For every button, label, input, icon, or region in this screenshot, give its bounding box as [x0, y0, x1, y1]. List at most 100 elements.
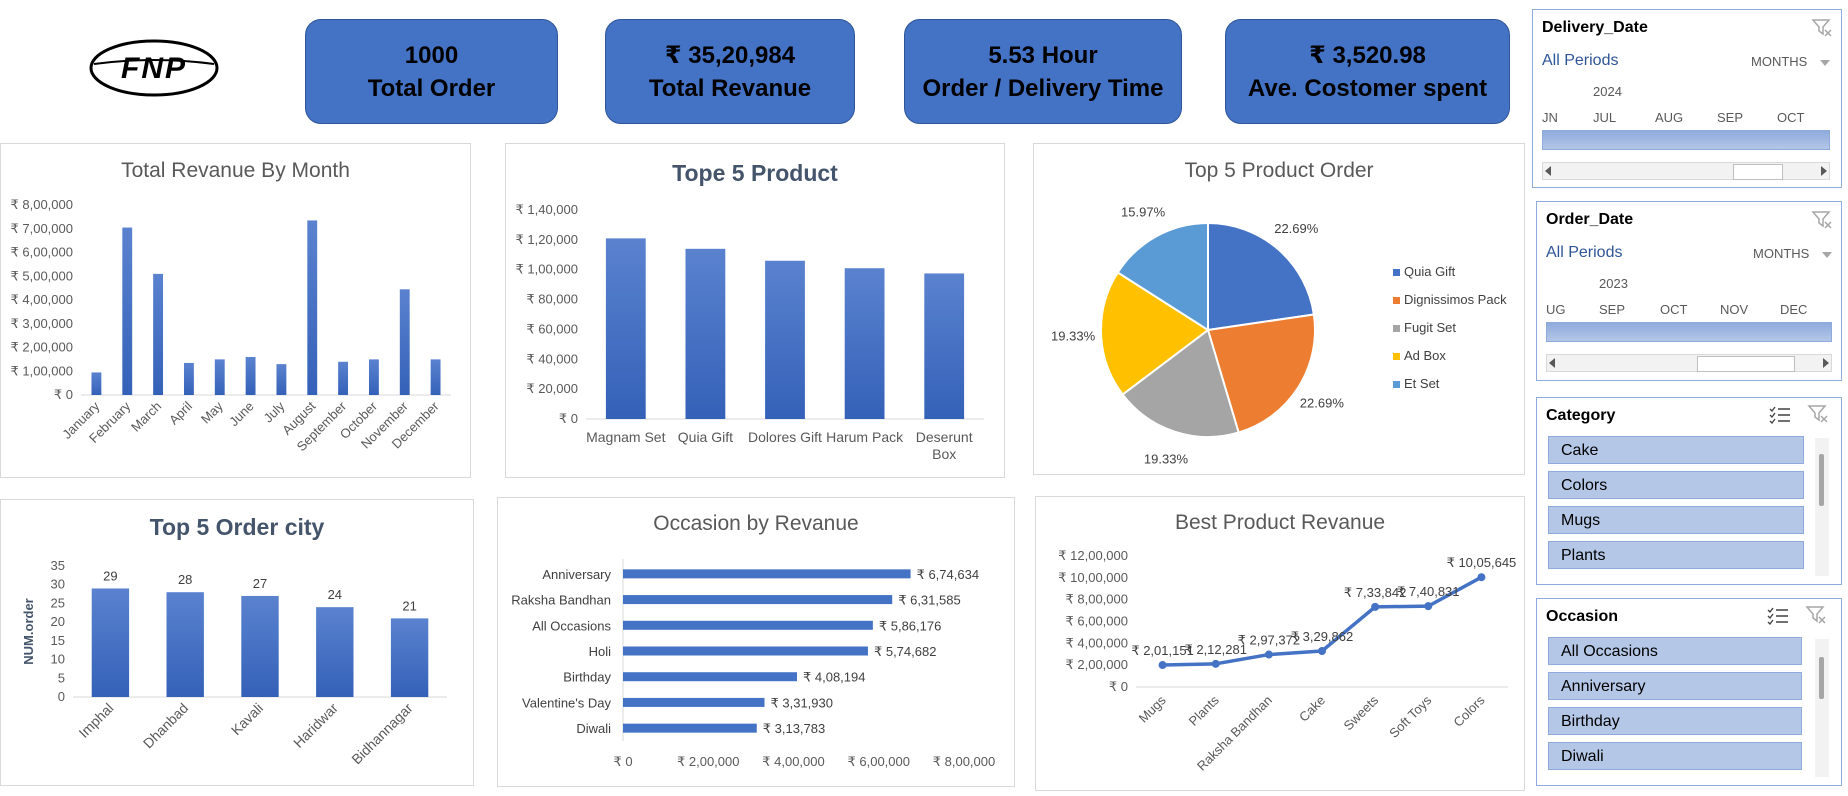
bar [153, 273, 164, 395]
scroll-thumb[interactable] [1697, 356, 1795, 372]
bar [844, 268, 885, 419]
pie-slice [1207, 221, 1316, 332]
kpi-total-revenue: ₹ 35,20,984 Total Revanue [605, 19, 855, 124]
scroll-left-icon[interactable] [1549, 358, 1555, 368]
scroll-left-icon[interactable] [1545, 166, 1551, 176]
top-5-product-chart: ₹ 0 ₹ 20,000 ₹ 40,000 ₹ 60,000 ₹ 80,000 ₹ 1,0… [516, 202, 984, 462]
legend-swatch [1393, 353, 1400, 360]
pie-slice [1100, 271, 1210, 396]
clear-filter-icon[interactable] [1807, 404, 1829, 424]
y-tick-label: 35 [51, 558, 65, 573]
kpi-delivery-time: 5.53 Hour Order / Delivery Time [904, 19, 1182, 124]
scroll-thumb[interactable] [1733, 164, 1783, 180]
chevron-down-icon[interactable] [1820, 60, 1830, 66]
clear-filter-icon[interactable] [1811, 210, 1833, 230]
delivery-date-unit[interactable]: MONTHS [1751, 54, 1808, 69]
y-tick-label: ₹ 5,00,000 [11, 268, 74, 283]
occasion-scrollbar[interactable] [1815, 639, 1829, 777]
delivery-date-all-periods[interactable]: All Periods [1542, 52, 1619, 69]
order-date-all-periods[interactable]: All Periods [1546, 244, 1623, 261]
x-tick-label: Soft Toys [1386, 692, 1435, 741]
scroll-right-icon[interactable] [1821, 166, 1827, 176]
occasion-item-all-occasions[interactable]: All Occasions [1548, 637, 1802, 665]
y-tick-label: ₹ 8,00,000 [1066, 592, 1129, 607]
y-tick-label: 0 [58, 689, 65, 704]
order-date-unit[interactable]: MONTHS [1753, 246, 1810, 261]
occasion-item-birthday[interactable]: Birthday [1548, 707, 1802, 735]
pie-slice [1116, 221, 1209, 332]
occasion-by-revenue-title: Occasion by Revanue [653, 512, 859, 535]
occasion-item-anniversary[interactable]: Anniversary [1548, 672, 1802, 700]
bar [399, 289, 410, 395]
bar [623, 595, 893, 605]
delivery-date-title: Delivery_Date [1542, 19, 1648, 36]
category-item-plants[interactable]: Plants [1548, 541, 1804, 569]
top-5-order-city-title: Top 5 Order city [149, 514, 325, 540]
bar [91, 372, 102, 395]
category-item-colors[interactable]: Colors [1548, 471, 1804, 499]
x-tick-label: Imphal [75, 700, 116, 741]
scroll-thumb[interactable] [1819, 454, 1824, 506]
occasion-slicer[interactable]: Occasion All Occasions Anniversary Birth… [1536, 598, 1842, 786]
pie-slice [1121, 328, 1240, 438]
bar [623, 646, 868, 656]
legend-swatch [1393, 381, 1400, 388]
occasion-item-diwali[interactable]: Diwali [1548, 742, 1802, 770]
x-tick-label: Dolores Gift [748, 429, 822, 445]
best-product-revenue-title: Best Product Revanue [1174, 511, 1386, 534]
data-label: ₹ 3,13,783 [763, 721, 826, 736]
kpi-delivery-time-label: Order / Delivery Time [922, 74, 1164, 102]
y-tick-label: Diwali [576, 721, 611, 736]
multi-select-icon[interactable] [1767, 607, 1789, 625]
x-tick-label: Quia Gift [678, 429, 733, 445]
category-item-mugs[interactable]: Mugs [1548, 506, 1804, 534]
chevron-down-icon[interactable] [1822, 252, 1832, 258]
x-tick-label: Haridwar [290, 700, 341, 751]
scroll-right-icon[interactable] [1823, 358, 1829, 368]
bar [316, 607, 354, 697]
y-tick-label: 15 [51, 633, 65, 648]
legend-label: Et Set [1404, 376, 1440, 391]
bar [91, 588, 130, 697]
fnp-logo: FNP [88, 38, 220, 98]
order-date-scrollbar[interactable] [1546, 354, 1832, 372]
kpi-delivery-time-value: 5.53 Hour [988, 41, 1098, 69]
logo-text: FNP [121, 52, 187, 85]
x-tick-label: Dhanbad [140, 700, 191, 751]
legend-label: Ad Box [1404, 348, 1446, 363]
category-item-cake[interactable]: Cake [1548, 436, 1804, 464]
clear-filter-icon[interactable] [1811, 18, 1833, 38]
x-tick-label: Mugs [1136, 692, 1169, 725]
delivery-date-period-bar[interactable] [1542, 130, 1830, 150]
multi-select-icon[interactable] [1769, 406, 1791, 424]
order-date-period-bar[interactable] [1546, 322, 1832, 342]
y-tick-label: 20 [51, 614, 65, 629]
y-tick-label: ₹ 20,000 [526, 381, 578, 396]
category-slicer[interactable]: Category Cake Colors Mugs Plants [1536, 397, 1842, 585]
legend-label: Dignissimos Pack [1404, 292, 1507, 307]
data-point [1318, 646, 1326, 655]
delivery-date-month: OCT [1777, 110, 1805, 125]
legend-swatch [1393, 269, 1400, 276]
x-tick-label: ₹ 2,00,000 [677, 754, 740, 769]
delivery-date-timeline[interactable]: Delivery_Date All Periods MONTHS 2024 JN… [1532, 9, 1842, 188]
category-scrollbar[interactable] [1815, 438, 1829, 576]
clear-filter-icon[interactable] [1805, 605, 1827, 625]
occasion-title: Occasion [1546, 608, 1619, 625]
delivery-date-scrollbar[interactable] [1542, 162, 1830, 180]
data-point [1211, 659, 1220, 668]
bar [241, 595, 279, 697]
order-date-timeline[interactable]: Order_Date All Periods MONTHS 2023 UG SE… [1536, 201, 1842, 381]
bar [430, 359, 441, 395]
bar [623, 620, 873, 630]
data-point [1371, 602, 1380, 611]
bar [276, 364, 287, 395]
occasion-by-revenue-panel: Occasion by Revanue Anniversary ₹ 6,74,63… [497, 497, 1015, 787]
order-date-year: 2023 [1599, 276, 1628, 291]
bar [623, 723, 757, 733]
scroll-thumb[interactable] [1819, 657, 1824, 699]
y-tick-label: ₹ 4,00,000 [11, 292, 74, 307]
data-label: ₹ 6,31,585 [898, 593, 961, 608]
x-tick-label: March [128, 399, 164, 435]
y-tick-label: ₹ 12,00,000 [1058, 548, 1128, 563]
